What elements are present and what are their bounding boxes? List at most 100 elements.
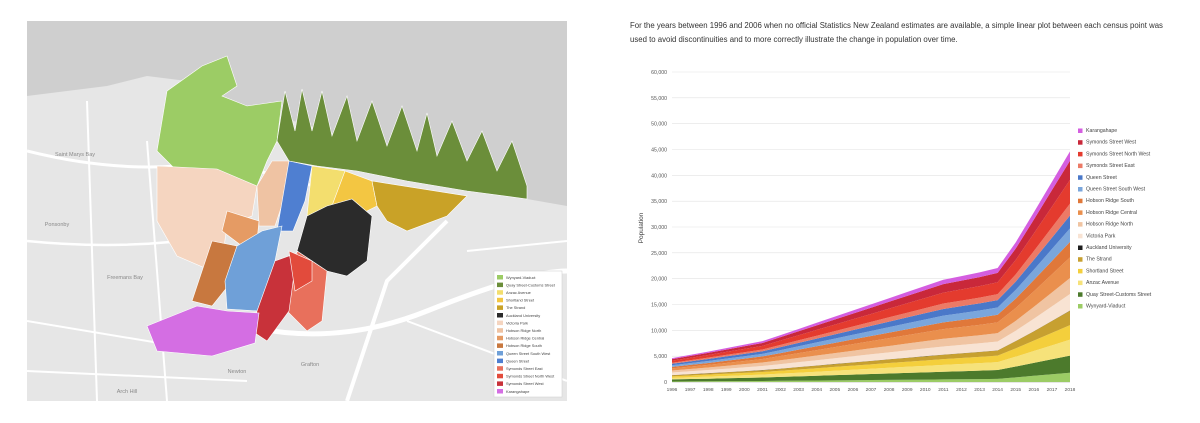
- legend-swatch: [1078, 233, 1083, 239]
- x-tick-label: 2003: [793, 387, 804, 393]
- x-tick-label: 2005: [829, 387, 840, 393]
- place-label: Newton: [228, 369, 247, 375]
- legend-label: Queen Street: [1086, 175, 1117, 181]
- place-label: Freemans Bay: [107, 275, 143, 281]
- map-svg: Saint Marys Bay Ponsonby Freemans Bay Ne…: [27, 21, 567, 401]
- place-label: Saint Marys Bay: [55, 152, 95, 158]
- population-area-chart: 0 5,000 10,000 15,000 20,000 25,000 30,000 35,0…: [638, 70, 1152, 393]
- map-legend-label: Hobson Ridge South: [506, 343, 542, 348]
- area-series: [672, 310, 1070, 377]
- y-tick-label: 0: [664, 380, 667, 386]
- x-tick-label: 2011: [938, 387, 949, 393]
- legend-swatch: [1078, 140, 1083, 145]
- legend-label: Hobson Ridge North: [1086, 222, 1133, 228]
- y-tick-label: 30,000: [651, 225, 667, 231]
- legend-label: Quay Street-Customs Street: [1086, 292, 1152, 298]
- legend-label: Anzac Avenue: [1086, 280, 1119, 286]
- area-series: [672, 278, 1070, 373]
- legend-label: Victoria Park: [1086, 233, 1116, 239]
- y-tick-label: 50,000: [651, 122, 667, 128]
- map-legend-label: Shortland Street: [506, 298, 535, 303]
- x-tick-label: 2017: [1047, 387, 1058, 393]
- map-legend-label: Quay Street-Customs Street: [506, 282, 556, 287]
- legend-swatch: [1078, 198, 1083, 204]
- legend-swatch: [1078, 210, 1083, 215]
- x-tick-label: 2018: [1065, 387, 1076, 393]
- legend-swatch: [1078, 280, 1083, 286]
- region-karangahape: [146, 305, 260, 357]
- legend-swatch: [1078, 187, 1083, 192]
- legend-label: Shortland Street: [1086, 268, 1124, 274]
- chart-caption: For the years between 1996 and 2006 when…: [630, 21, 1163, 44]
- x-tick-label: 2007: [866, 387, 877, 393]
- map-legend-box: [493, 270, 563, 398]
- area-series: [672, 294, 1070, 376]
- x-tick-label: 2012: [956, 387, 967, 393]
- area-series: [672, 372, 1070, 382]
- y-tick-label: 15,000: [651, 303, 667, 309]
- x-tick-label: 2010: [920, 387, 931, 393]
- x-tick-label: 1999: [721, 387, 732, 393]
- legend-swatch: [1078, 222, 1083, 227]
- map-legend-swatch: [497, 328, 503, 333]
- map-legend-label: Victoria Park: [506, 320, 528, 325]
- map-legend-swatch: [497, 320, 503, 326]
- legend-swatch: [1078, 268, 1083, 274]
- legend-label: Wynyard-Viaduct: [1086, 304, 1126, 310]
- region-symonds-street-north-west: [288, 250, 313, 292]
- region-the-strand: [371, 180, 468, 232]
- legend-label: Symonds Street West: [1086, 140, 1137, 146]
- legend-swatch: [1078, 128, 1083, 133]
- map-legend-label: Queen Street South West: [506, 351, 551, 356]
- map-legend-label: Hobson Ridge Central: [506, 336, 544, 341]
- legend-swatch: [1078, 151, 1083, 157]
- region-map: Saint Marys Bay Ponsonby Freemans Bay Ne…: [27, 21, 567, 401]
- map-legend-label: Queen Street: [506, 358, 530, 363]
- legend-swatch: [1078, 292, 1083, 297]
- map-legend-swatch: [497, 290, 503, 295]
- x-tick-label: 2004: [811, 387, 822, 393]
- map-legend-label: Hobson Ridge North: [506, 328, 541, 333]
- legend-swatch: [1078, 245, 1083, 250]
- y-axis-label: Population: [638, 212, 645, 243]
- map-legend-label: Symonds Street North West: [506, 374, 555, 379]
- area-series: [672, 339, 1070, 380]
- legend-label: Hobson Ridge South: [1086, 198, 1134, 204]
- x-tick-label: 2013: [974, 387, 985, 393]
- legend-label: Auckland University: [1086, 245, 1132, 251]
- y-tick-label: 5,000: [654, 354, 667, 360]
- place-label: Arch Hill: [117, 389, 137, 395]
- place-label: Grafton: [301, 362, 319, 368]
- x-tick-label: 2001: [757, 387, 768, 393]
- map-legend-swatch: [497, 373, 503, 379]
- map-legend-swatch: [497, 313, 503, 318]
- map-legend-label: Anzac Avenue: [506, 290, 531, 295]
- chart-panel: For the years between 1996 and 2006 when…: [600, 0, 1200, 423]
- y-tick-label: 45,000: [651, 148, 667, 154]
- x-tick-label: 1998: [703, 387, 714, 393]
- map-legend-swatch: [497, 351, 503, 356]
- map-legend-swatch: [497, 366, 503, 371]
- legend-label: Hobson Ridge Central: [1086, 210, 1137, 216]
- y-tick-label: 25,000: [651, 251, 667, 257]
- map-legend-label: Wynyard-Viaduct: [506, 275, 536, 280]
- legend-swatch: [1078, 175, 1083, 180]
- legend-label: Queen Street South West: [1086, 187, 1146, 193]
- legend-swatch: [1078, 163, 1083, 169]
- region-quay-street-customs-street: [276, 88, 528, 200]
- map-legend-label: Symonds Street East: [506, 366, 543, 371]
- x-tick-label: 2002: [775, 387, 786, 393]
- y-tick-label: 40,000: [651, 173, 667, 179]
- area-series: [672, 355, 1070, 382]
- x-tick-label: 2006: [848, 387, 859, 393]
- map-legend-swatch: [497, 297, 503, 303]
- y-tick-label: 20,000: [651, 277, 667, 283]
- map-legend-label: The Strand: [506, 305, 525, 310]
- map-legend-swatch: [497, 282, 503, 288]
- x-tick-label: 2014: [992, 387, 1003, 393]
- map-legend: Wynyard-Viaduct Quay Street-Customs Stree…: [493, 270, 563, 398]
- map-legend-swatch: [497, 335, 503, 341]
- map-legend-swatch: [497, 389, 503, 394]
- y-tick-label: 60,000: [651, 70, 667, 76]
- x-tick-label: 2008: [884, 387, 895, 393]
